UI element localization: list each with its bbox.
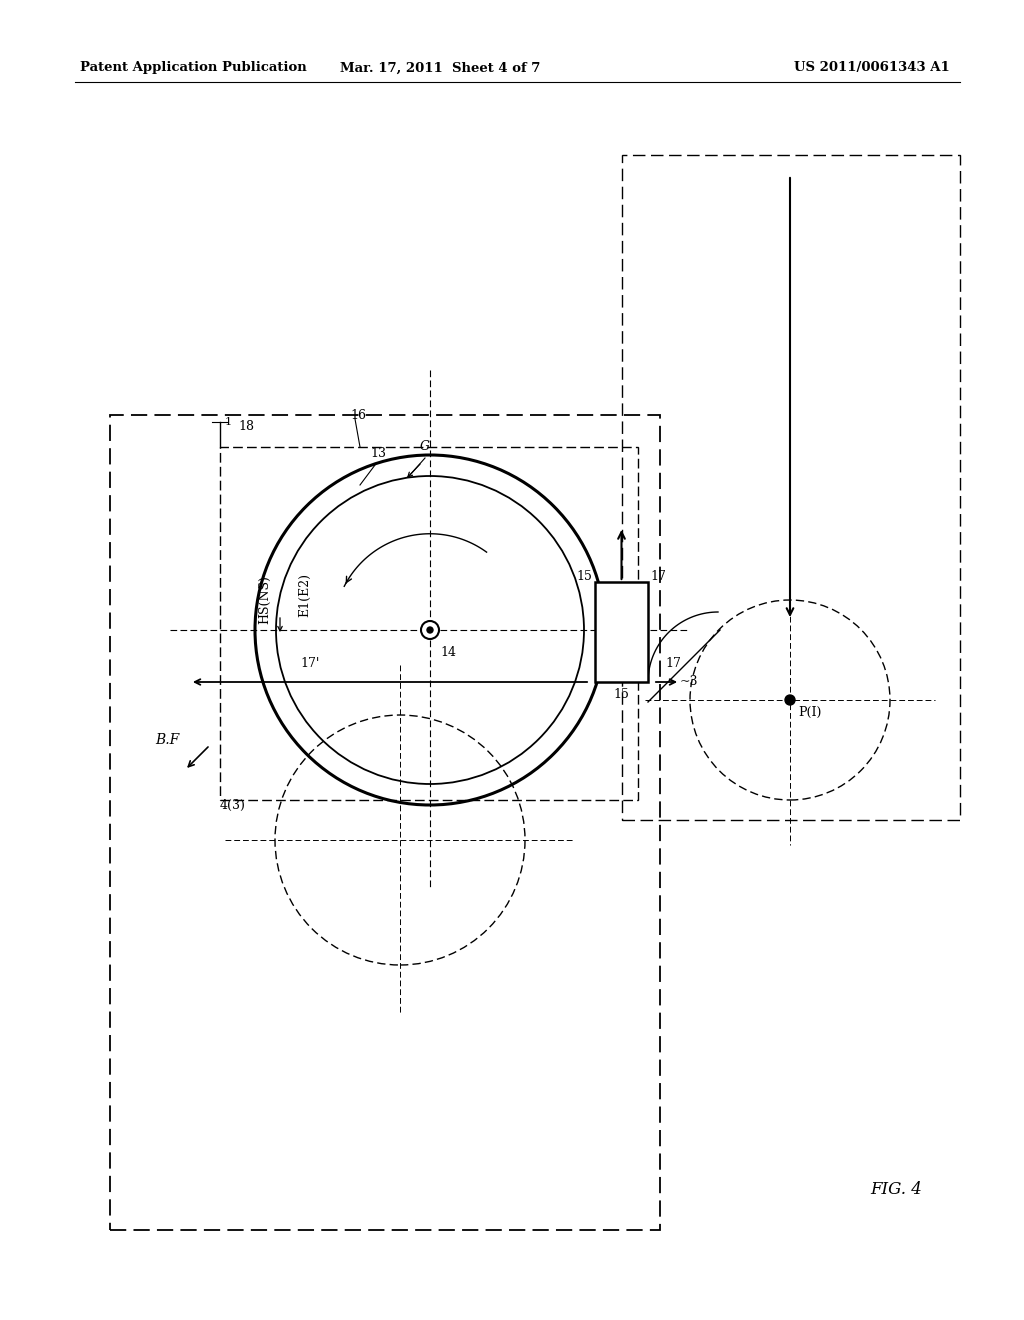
Text: B.F: B.F <box>155 733 179 747</box>
Text: ~3: ~3 <box>680 675 698 688</box>
Text: G: G <box>420 440 430 453</box>
Circle shape <box>421 620 439 639</box>
Text: 16: 16 <box>350 409 366 422</box>
Circle shape <box>785 696 795 705</box>
Text: FIG. 4: FIG. 4 <box>870 1181 922 1199</box>
Bar <box>220 447 638 800</box>
Circle shape <box>427 627 433 634</box>
Bar <box>110 414 660 1230</box>
Text: 17': 17' <box>300 657 319 671</box>
Text: 17: 17 <box>650 570 666 583</box>
Text: HS(NS): HS(NS) <box>258 576 271 624</box>
Text: Patent Application Publication: Patent Application Publication <box>80 62 307 74</box>
Text: 14: 14 <box>440 645 456 659</box>
Bar <box>595 582 648 682</box>
Text: P(I): P(I) <box>798 705 821 718</box>
Text: E1(E2): E1(E2) <box>299 573 311 616</box>
Text: 1: 1 <box>225 417 232 426</box>
Text: 4(3): 4(3) <box>219 799 245 812</box>
Text: 13: 13 <box>370 447 386 459</box>
Bar <box>622 154 961 820</box>
Text: 15: 15 <box>577 570 592 583</box>
Text: US 2011/0061343 A1: US 2011/0061343 A1 <box>795 62 950 74</box>
Text: 17: 17 <box>665 657 681 671</box>
Text: 18: 18 <box>238 421 254 433</box>
Text: 15: 15 <box>613 688 630 701</box>
Text: Mar. 17, 2011  Sheet 4 of 7: Mar. 17, 2011 Sheet 4 of 7 <box>340 62 541 74</box>
